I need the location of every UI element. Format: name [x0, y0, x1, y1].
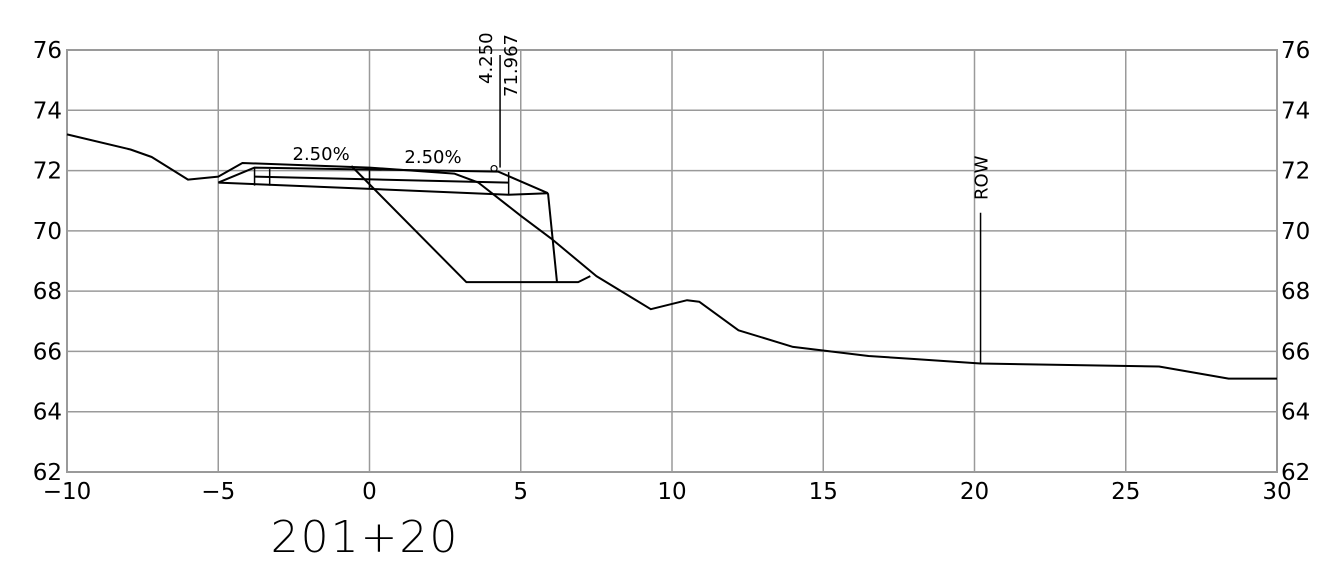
- proposed-top-line: [217, 166, 549, 195]
- x-tick-label: 0: [362, 479, 377, 505]
- y-tick-label-right: 62: [1281, 460, 1310, 486]
- y-tick-label-left: 64: [33, 400, 62, 426]
- slope-label: 2.50%: [293, 144, 350, 165]
- y-tick-label-right: 68: [1281, 279, 1310, 305]
- y-tick-label-right: 72: [1281, 159, 1310, 185]
- callout-point: [490, 164, 498, 173]
- x-tick-label: −10: [43, 479, 92, 505]
- grid: [66, 49, 1278, 473]
- x-tick-label: 25: [1111, 479, 1140, 505]
- y-tick-label-right: 64: [1281, 400, 1310, 426]
- existing-ground-line: [66, 133, 1277, 380]
- y-tick-label-right: 70: [1281, 219, 1310, 245]
- y-tick-label-right: 74: [1281, 98, 1310, 124]
- station-label: 201+20: [271, 512, 460, 563]
- offset-label: 4.250: [476, 32, 497, 84]
- fill-slope-line: [547, 193, 558, 283]
- x-tick-label: 5: [513, 479, 528, 505]
- series-layer: [66, 133, 1277, 380]
- y-tick-label-left: 72: [33, 159, 62, 185]
- existing-ground-branch-line: [350, 165, 591, 284]
- y-tick-label-left: 74: [33, 98, 62, 124]
- proposed-bottom-line: [218, 181, 549, 196]
- y-tick-label-right: 76: [1281, 38, 1310, 64]
- x-tick-label: 15: [809, 479, 838, 505]
- proposed-middle-line: [254, 175, 509, 184]
- plot-frame: [66, 49, 1278, 473]
- x-tick-label: 10: [657, 479, 686, 505]
- x-tick-label: −5: [201, 479, 235, 505]
- y-tick-label-left: 62: [33, 460, 62, 486]
- y-tick-label-left: 66: [33, 339, 62, 365]
- slope-label: 2.50%: [404, 147, 461, 168]
- y-tick-label-left: 68: [33, 279, 62, 305]
- elevation-label: 71.967: [501, 34, 522, 97]
- row-label: ROW: [972, 155, 993, 200]
- marks-layer: 2.50% 2.50% 4.250 71.967 ROW: [253, 32, 993, 364]
- x-tick-label: 20: [960, 479, 989, 505]
- y-tick-label-left: 76: [33, 38, 62, 64]
- y-tick-label-left: 70: [33, 219, 62, 245]
- x-tick-label: 30: [1262, 479, 1291, 505]
- y-tick-label-right: 66: [1281, 339, 1310, 365]
